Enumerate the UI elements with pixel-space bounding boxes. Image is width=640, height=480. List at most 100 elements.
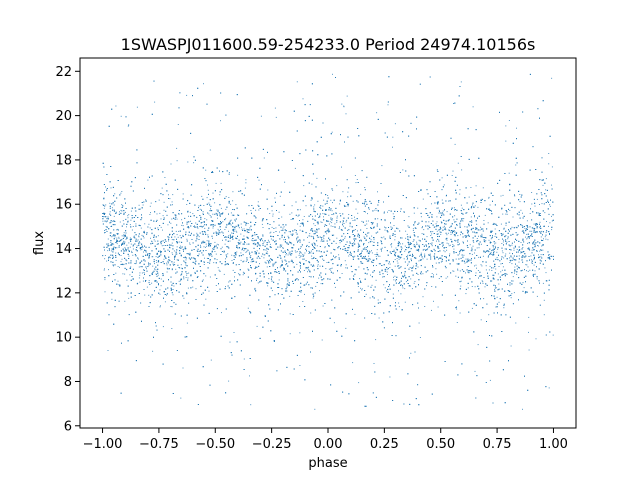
- data-point: [175, 230, 177, 232]
- data-point: [324, 246, 326, 248]
- data-point: [349, 225, 351, 227]
- data-point: [235, 204, 237, 206]
- data-point: [398, 258, 400, 260]
- data-point: [367, 285, 369, 287]
- data-point: [460, 249, 462, 251]
- data-point: [215, 285, 217, 286]
- data-point: [124, 300, 126, 302]
- data-point: [122, 242, 124, 244]
- data-point: [330, 225, 332, 227]
- data-point: [310, 252, 312, 254]
- data-point: [151, 272, 153, 274]
- data-point: [471, 253, 473, 255]
- data-point: [364, 247, 366, 248]
- data-point: [395, 247, 397, 249]
- data-point: [273, 263, 275, 265]
- data-point: [122, 273, 124, 275]
- data-point: [133, 235, 135, 237]
- data-point: [208, 290, 210, 292]
- data-point: [219, 215, 221, 217]
- data-point: [406, 233, 408, 235]
- data-point: [319, 215, 321, 217]
- data-point: [235, 230, 237, 232]
- data-point: [247, 249, 249, 251]
- data-point: [470, 250, 472, 252]
- data-point: [300, 223, 302, 224]
- data-point: [471, 247, 473, 249]
- data-point: [330, 217, 332, 219]
- data-point: [137, 258, 139, 260]
- data-point: [212, 227, 214, 229]
- data-point: [490, 251, 492, 253]
- data-point: [225, 258, 226, 260]
- data-point: [126, 244, 128, 246]
- data-point: [238, 227, 240, 229]
- data-point: [245, 182, 247, 184]
- data-point: [259, 244, 261, 246]
- data-point: [345, 113, 347, 115]
- data-point: [358, 382, 360, 384]
- data-point: [226, 223, 228, 225]
- data-point: [114, 193, 116, 195]
- data-point: [527, 242, 528, 244]
- data-point: [116, 243, 118, 245]
- data-point: [526, 238, 528, 240]
- data-point: [443, 250, 445, 252]
- data-point: [229, 240, 231, 242]
- data-point: [368, 255, 370, 257]
- data-point: [490, 252, 492, 254]
- data-point: [370, 239, 372, 241]
- data-point: [202, 212, 204, 214]
- data-point: [381, 165, 383, 167]
- data-point: [498, 283, 500, 285]
- data-point: [115, 105, 117, 107]
- data-point: [519, 201, 521, 203]
- data-point: [189, 242, 191, 244]
- data-point: [475, 227, 476, 229]
- data-point: [336, 215, 338, 217]
- data-point: [388, 210, 390, 211]
- data-point: [482, 255, 484, 257]
- data-point: [284, 181, 286, 183]
- data-point: [260, 115, 262, 117]
- data-point: [278, 211, 280, 213]
- data-point: [104, 205, 106, 207]
- data-point: [103, 207, 105, 209]
- data-point: [217, 217, 218, 219]
- data-point: [494, 228, 496, 230]
- data-point: [198, 205, 200, 207]
- data-point: [313, 256, 315, 258]
- data-point: [438, 278, 440, 279]
- data-point: [250, 267, 251, 268]
- data-point: [383, 284, 385, 286]
- data-point: [546, 221, 547, 222]
- data-point: [500, 271, 502, 273]
- data-point: [132, 248, 134, 250]
- data-point: [305, 268, 307, 270]
- data-point: [156, 243, 158, 245]
- data-point: [300, 252, 302, 254]
- data-point: [258, 209, 260, 211]
- data-point: [153, 234, 155, 236]
- data-point: [123, 232, 125, 234]
- data-point: [384, 287, 386, 289]
- data-point: [128, 242, 130, 244]
- data-point: [462, 220, 464, 222]
- data-point: [168, 237, 170, 238]
- data-point: [314, 204, 316, 206]
- data-point: [321, 222, 323, 223]
- data-point: [373, 363, 375, 364]
- data-point: [465, 293, 467, 295]
- data-point: [121, 204, 123, 206]
- data-point: [377, 299, 379, 301]
- data-point: [204, 218, 206, 220]
- data-point: [162, 215, 164, 217]
- data-point: [143, 230, 145, 232]
- data-point: [445, 229, 447, 231]
- data-point: [310, 199, 312, 201]
- data-point: [272, 213, 274, 215]
- data-point: [518, 261, 520, 263]
- data-point: [297, 215, 299, 217]
- data-point: [454, 235, 456, 237]
- data-point: [311, 255, 313, 257]
